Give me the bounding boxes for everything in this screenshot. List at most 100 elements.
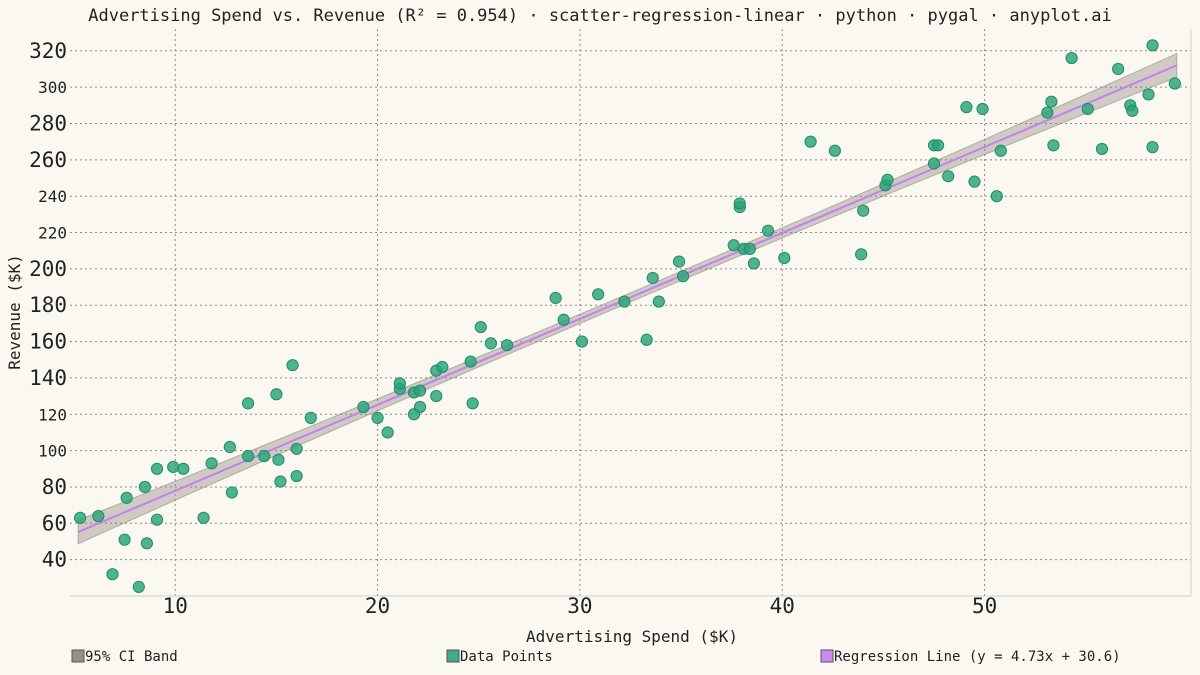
data-point-9 [150, 462, 164, 475]
data-point-14 [223, 440, 236, 454]
tick-labels-layer: 10 20 30 40 50 40 60 80 100 120 140 160 180 200 220 240… [29, 39, 997, 618]
data-point-55 [733, 197, 746, 210]
legend: 95% CI Band Data Points Regression Line (y… [71, 649, 1121, 665]
data-point-26 [357, 400, 370, 414]
data-point-43 [549, 291, 562, 305]
data-point-63 [855, 248, 868, 261]
y-tick-label-14: 320 [29, 39, 67, 63]
data-point-77 [1045, 95, 1058, 108]
y-tick-label-5: 140 [29, 366, 67, 390]
x-tick-label-2: 30 [567, 594, 592, 618]
data-point-60 [778, 251, 791, 265]
data-point-23 [290, 442, 303, 455]
y-tick-label-3: 100 [38, 442, 67, 461]
y-tick-label-12: 280 [29, 112, 67, 136]
data-point-58 [747, 257, 761, 270]
x-axis-title: Advertising Spend ($K) [526, 627, 738, 646]
data-point-46 [592, 288, 605, 301]
data-point-50 [652, 295, 665, 308]
data-point-22 [286, 359, 299, 372]
y-tick-label-11: 260 [29, 148, 67, 172]
data-point-33 [413, 384, 427, 397]
data-point-44 [557, 313, 570, 326]
data-point-59 [761, 224, 775, 237]
data-point-85 [1142, 88, 1155, 101]
y-tick-label-13: 300 [38, 78, 67, 97]
y-tick-label-4: 120 [38, 405, 67, 424]
data-point-45 [575, 335, 589, 348]
x-tick-label-3: 40 [770, 594, 795, 618]
legend-label-line: Regression Line (y = 4.73x + 30.6) [834, 649, 1121, 665]
data-point-42 [500, 339, 514, 352]
data-point-76 [1041, 106, 1054, 119]
y-tick-label-2: 80 [42, 475, 67, 499]
data-point-13 [205, 457, 218, 470]
data-point-84 [1126, 104, 1139, 117]
data-point-19 [270, 388, 283, 401]
data-point-61 [804, 135, 817, 148]
data-point-80 [1081, 102, 1094, 116]
data-point-66 [881, 173, 894, 186]
data-point-81 [1095, 142, 1109, 156]
data-point-27 [371, 411, 384, 425]
y-tick-label-7: 180 [29, 293, 67, 317]
data-point-7 [140, 537, 153, 550]
data-point-82 [1112, 62, 1125, 76]
legend-item-line: Regression Line (y = 4.73x + 30.6) [820, 649, 1121, 665]
y-axis-title: Revenue ($K) [5, 254, 24, 370]
data-points-layer [74, 39, 1181, 594]
data-point-87 [1146, 141, 1159, 154]
data-point-40 [474, 320, 487, 334]
y-tick-label-10: 240 [38, 187, 67, 206]
data-point-11 [177, 462, 190, 475]
data-point-88 [1168, 77, 1181, 90]
data-point-74 [990, 190, 1003, 203]
data-point-69 [931, 139, 945, 152]
data-point-64 [857, 204, 870, 217]
y-tick-label-1: 60 [42, 511, 67, 535]
data-point-12 [197, 511, 210, 524]
data-point-21 [274, 475, 287, 488]
legend-swatch-line [820, 649, 834, 663]
data-point-72 [968, 175, 981, 188]
data-point-39 [466, 397, 479, 410]
data-point-25 [304, 411, 317, 425]
legend-swatch-ci [71, 649, 85, 663]
data-point-52 [677, 270, 690, 283]
data-point-41 [484, 337, 497, 350]
data-point-86 [1146, 39, 1159, 52]
legend-item-ci: 95% CI Band [71, 649, 178, 665]
data-point-47 [618, 295, 631, 308]
data-point-53 [727, 239, 740, 252]
data-point-34 [413, 400, 427, 414]
data-point-38 [464, 355, 477, 368]
legend-swatch-points [446, 649, 460, 663]
data-point-71 [960, 101, 973, 114]
data-point-48 [640, 333, 653, 346]
data-point-78 [1047, 139, 1060, 152]
data-point-5 [132, 580, 145, 594]
data-point-30 [393, 377, 406, 390]
data-point-79 [1065, 51, 1078, 65]
data-point-51 [672, 255, 686, 268]
data-point-37 [436, 360, 449, 374]
data-point-20 [272, 453, 285, 466]
data-point-15 [225, 486, 238, 499]
data-point-68 [927, 157, 941, 170]
data-point-2 [106, 568, 119, 581]
data-point-4 [120, 491, 133, 504]
data-point-1 [92, 509, 105, 523]
data-point-0 [74, 511, 87, 524]
legend-label-points: Data Points [460, 649, 553, 665]
chart-title: Advertising Spend vs. Revenue (R² = 0.95… [88, 6, 1112, 26]
data-point-75 [994, 144, 1007, 157]
y-tick-label-8: 200 [29, 257, 67, 281]
y-tick-label-0: 40 [42, 548, 67, 572]
y-tick-label-9: 220 [38, 224, 67, 243]
x-tick-label-0: 10 [163, 594, 188, 618]
y-tick-label-6: 160 [29, 330, 67, 354]
x-tick-label-4: 50 [972, 594, 997, 618]
data-point-3 [118, 533, 131, 546]
